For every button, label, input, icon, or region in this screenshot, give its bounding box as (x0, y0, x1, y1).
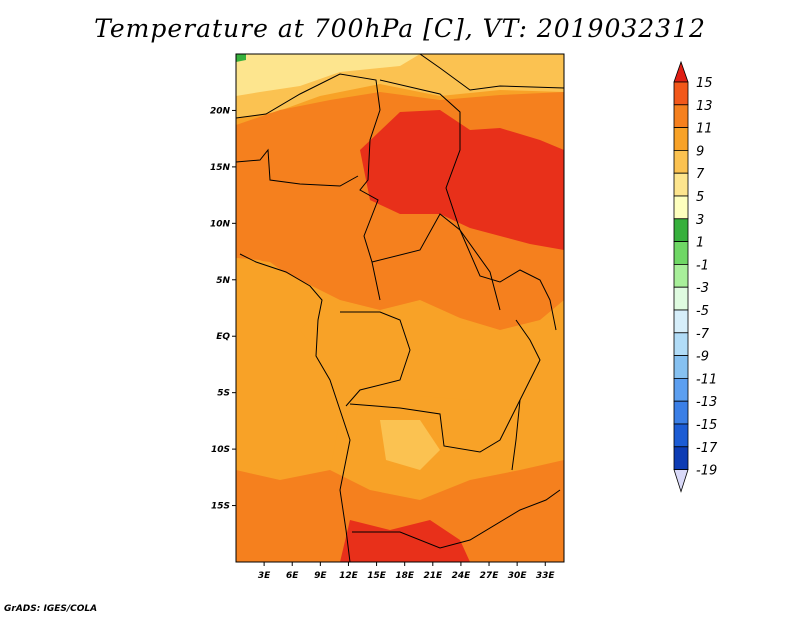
colorbar: 15 13 11 9 7 5 3 1 -1 -3 -5 -7 -9 -11 -13 -15 -17 -19 (673, 60, 718, 493)
lat-tick-label: 10N (210, 219, 231, 229)
colorbar-label: 13 (696, 99, 713, 114)
field-green-patch (236, 54, 246, 62)
colorbar-label: 5 (696, 190, 704, 205)
colorbar-segment (673, 263, 689, 288)
lon-tick-label: 15E (367, 571, 387, 581)
field-south-warm (236, 460, 564, 562)
colorbar-segment (673, 195, 689, 220)
lat-axis: 20N 15N 10N 5N EQ 5S 10S 15S (210, 106, 236, 512)
lon-tick-label: 6E (286, 571, 299, 581)
colorbar-label: 9 (696, 144, 704, 159)
colorbar-segment (673, 446, 689, 470)
colorbar-label: -13 (696, 395, 717, 410)
border-sahel (236, 148, 359, 187)
lat-tick-label: 15S (211, 502, 230, 512)
lon-tick-label: 33E (536, 571, 556, 581)
colorbar-over-arrow (673, 60, 689, 83)
colorbar-label: 3 (696, 213, 704, 228)
lat-tick-label: 5N (216, 276, 230, 286)
coastline-west (239, 253, 351, 562)
field-south-hot (340, 520, 470, 562)
map-frame (235, 53, 565, 563)
colorbar-segment (673, 286, 689, 311)
lat-tick-label: EQ (216, 332, 230, 342)
colorbar-label: -17 (696, 441, 718, 456)
field-north-pale (236, 54, 420, 96)
borders (236, 54, 564, 562)
colorbar-segment (673, 81, 689, 106)
colorbar-label: -19 (696, 464, 717, 479)
colorbar-label: 7 (696, 167, 705, 182)
field-west-ocean (236, 258, 340, 480)
colorbar-segment (673, 400, 689, 425)
colorbar-label: -7 (696, 327, 710, 342)
colorbar-label: -9 (696, 350, 709, 365)
lon-tick-label: 3E (258, 571, 271, 581)
colorbar-segment (673, 172, 689, 197)
colorbar-label: 15 (696, 76, 713, 91)
grads-credit: GrADS: IGES/COLA (4, 604, 98, 614)
lon-tick-label: 30E (508, 571, 528, 581)
colorbar-label: -3 (696, 281, 709, 296)
border-south (352, 489, 561, 549)
colorbar-segment (673, 355, 689, 379)
lat-tick-label: 10S (211, 445, 230, 455)
colorbar-segment (673, 149, 689, 174)
colorbar-segment (673, 104, 689, 129)
temperature-field (236, 54, 564, 562)
colorbar-label: -15 (696, 418, 717, 433)
lon-axis: 3E 6E 9E 12E 15E 18E 21E 24E 27E 30E 33E (258, 562, 556, 581)
field-center-pale (380, 420, 440, 470)
colorbar-segment (673, 377, 689, 402)
lat-tick-label: 5S (217, 389, 230, 399)
colorbar-label: -5 (696, 304, 709, 319)
colorbar-segment (673, 309, 689, 334)
colorbar-label: -1 (696, 258, 709, 273)
colorbar-segment (673, 423, 689, 448)
lon-tick-label: 12E (339, 571, 359, 581)
border-chad-sudan (379, 79, 501, 311)
colorbar-segment (673, 332, 689, 356)
chart-title: Temperature at 700hPa [C], VT: 201903231… (94, 14, 706, 43)
border-lakes (511, 319, 541, 471)
border-west (236, 73, 381, 301)
colorbar-segment (673, 127, 689, 151)
lon-tick-label: 24E (452, 571, 472, 581)
colorbar-label: 11 (696, 122, 713, 137)
colorbar-under-arrow (673, 469, 689, 493)
border-north (419, 54, 564, 91)
field-center-cool (390, 330, 500, 400)
lat-tick-label: 15N (210, 163, 231, 173)
lon-tick-label: 18E (395, 571, 415, 581)
lon-tick-label: 21E (423, 571, 443, 581)
lon-tick-label: 9E (314, 571, 327, 581)
colorbar-segment (673, 241, 689, 265)
border-drc-south (349, 399, 521, 453)
colorbar-label: -11 (696, 372, 717, 387)
lon-tick-label: 27E (480, 571, 500, 581)
field-hot-core (360, 110, 564, 250)
border-car (371, 213, 557, 331)
border-congo (340, 311, 411, 407)
colorbar-label: 1 (696, 236, 704, 251)
colorbar-segment (673, 218, 689, 243)
lat-tick-label: 20N (210, 106, 231, 116)
